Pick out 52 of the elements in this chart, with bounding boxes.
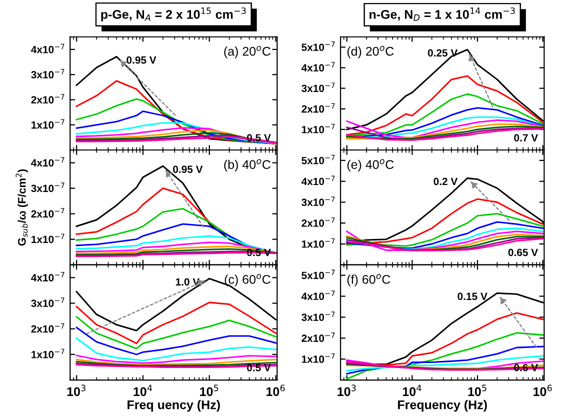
y-tick-label: 1x10$^{−7}$ (302, 124, 335, 134)
y-tick-label: 1x10$^{−7}$ (32, 234, 64, 244)
x-axis-title: Frequency (Hz) (398, 400, 487, 412)
y-tick-label: 2x10$^{−7}$ (302, 332, 335, 342)
y-tick-label: 4x10$^{−7}$ (301, 176, 335, 186)
y-tick-label: 2x10$^{−7}$ (302, 217, 335, 227)
y-tick-label: 4x10$^{−7}$ (301, 62, 335, 72)
annotation: (c) 60$^{o}$C (224, 274, 270, 286)
y-tick-label: 3x10$^{−7}$ (31, 182, 64, 192)
annotation: 0.15 V (458, 292, 488, 300)
annotation: (a) 20$^{o}$C (224, 46, 270, 58)
y-tick-label: 2x10$^{−7}$ (302, 103, 335, 113)
y-tick-label: 4x10$^{−7}$ (31, 44, 64, 54)
y-tick-label: 1x10$^{−7}$ (32, 348, 64, 358)
y-tick-label: 4x10$^{−7}$ (31, 272, 64, 282)
y-tick-label: 1x10$^{−7}$ (32, 119, 64, 129)
y-tick-label: 3x10$^{−7}$ (31, 298, 64, 308)
x-tick-label: 10$^{3}$ (338, 384, 356, 396)
x-tick-label: 10$^{5}$ (468, 384, 486, 396)
y-tick-label: 1x10$^{−7}$ (302, 353, 335, 363)
y-tick-label: 3x10$^{−7}$ (302, 312, 335, 322)
annotation: 0.7 V (514, 134, 538, 142)
annotation: (f) 60$^{o}$C (347, 274, 390, 286)
annotation: 0.95 V (126, 56, 156, 64)
x-axis-title: Freq uency (Hz) (128, 400, 220, 412)
annotation: 0.65 V (508, 248, 538, 256)
y-tick-label: 2x10$^{−7}$ (31, 94, 64, 104)
y-tick-label: 5x10$^{−7}$ (302, 154, 335, 164)
y-tick-label: 5x10$^{−7}$ (302, 270, 335, 280)
x-tick-label: 10$^{4}$ (402, 384, 422, 396)
y-tick-label: 1x10$^{−7}$ (302, 238, 335, 248)
y-tick-label: 3x10$^{−7}$ (302, 196, 335, 206)
y-tick-label: 2x10$^{−7}$ (31, 208, 64, 218)
x-tick-label: 10$^{4}$ (134, 384, 152, 396)
y-tick-label: 3x10$^{−7}$ (302, 82, 335, 92)
x-tick-label: 10$^{5}$ (200, 384, 218, 396)
y-tick-label: 4x10$^{−7}$ (31, 157, 64, 167)
x-tick-label: 10$^{6}$ (266, 384, 285, 396)
annotation: (b) 40$^{o}$C (224, 159, 270, 172)
annotation: 0.95 V (173, 166, 203, 174)
annotation: (e) 40$^{o}$C (347, 159, 394, 172)
annotation: 0.2 V (434, 178, 458, 186)
chart-title: n-Ge, N$_{D}$ = 1 x 10$^{14}$ cm$^{−3}$ (370, 7, 515, 21)
y-tick-label: 5x10$^{−7}$ (302, 42, 335, 51)
chart-title: p-Ge, N$_{A}$ = 2 x 10$^{15}$ cm$^{−3}$ (101, 7, 246, 22)
y-tick-label: 3x10$^{−7}$ (31, 68, 64, 78)
x-tick-label: 10$^{6}$ (534, 384, 552, 396)
y-axis-title: G$_{sub}$/ω (F/cm$^{2}$) (16, 169, 28, 246)
annotation: (d) 20$^{o}$C (347, 46, 394, 58)
x-tick-label: 10$^{3}$ (67, 384, 86, 396)
y-tick-label: 4x10$^{−7}$ (301, 290, 335, 300)
y-tick-label: 2x10$^{−7}$ (31, 323, 64, 333)
